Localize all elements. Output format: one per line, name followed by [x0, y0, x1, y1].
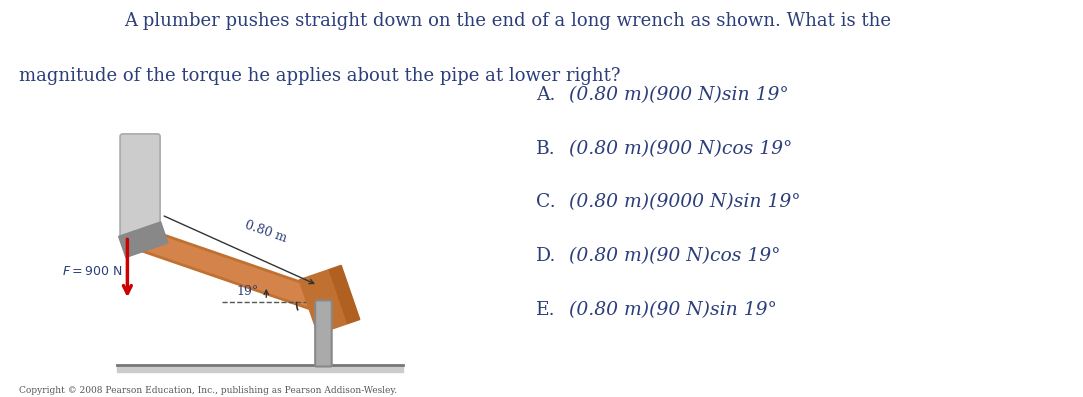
- Text: (0.80 m)(900 N)cos 19°: (0.80 m)(900 N)cos 19°: [569, 140, 792, 158]
- Text: (0.80 m)(900 N)sin 19°: (0.80 m)(900 N)sin 19°: [569, 86, 788, 104]
- Text: A.: A.: [536, 86, 556, 104]
- Polygon shape: [117, 365, 403, 372]
- Text: Copyright © 2008 Pearson Education, Inc., publishing as Pearson Addison-Wesley.: Copyright © 2008 Pearson Education, Inc.…: [19, 386, 397, 395]
- Text: (0.80 m)(9000 N)sin 19°: (0.80 m)(9000 N)sin 19°: [569, 193, 800, 212]
- FancyBboxPatch shape: [120, 134, 160, 241]
- Polygon shape: [299, 270, 348, 334]
- Text: B.: B.: [536, 140, 556, 158]
- Text: A plumber pushes straight down on the end of a long wrench as shown. What is the: A plumber pushes straight down on the en…: [125, 12, 891, 30]
- Text: magnitude of the torque he applies about the pipe at lower right?: magnitude of the torque he applies about…: [19, 67, 621, 85]
- Text: E.: E.: [536, 301, 556, 319]
- Text: 0.80 m: 0.80 m: [243, 219, 288, 245]
- Text: (0.80 m)(90 N)sin 19°: (0.80 m)(90 N)sin 19°: [569, 301, 777, 319]
- Polygon shape: [119, 222, 168, 257]
- Text: $F = 900\ \mathrm{N}$: $F = 900\ \mathrm{N}$: [62, 265, 122, 278]
- Text: D.: D.: [536, 247, 557, 265]
- Text: C.: C.: [536, 193, 556, 212]
- Text: 19°: 19°: [236, 285, 259, 298]
- FancyBboxPatch shape: [315, 301, 331, 366]
- Text: (0.80 m)(90 N)cos 19°: (0.80 m)(90 N)cos 19°: [569, 247, 780, 265]
- Polygon shape: [329, 265, 360, 324]
